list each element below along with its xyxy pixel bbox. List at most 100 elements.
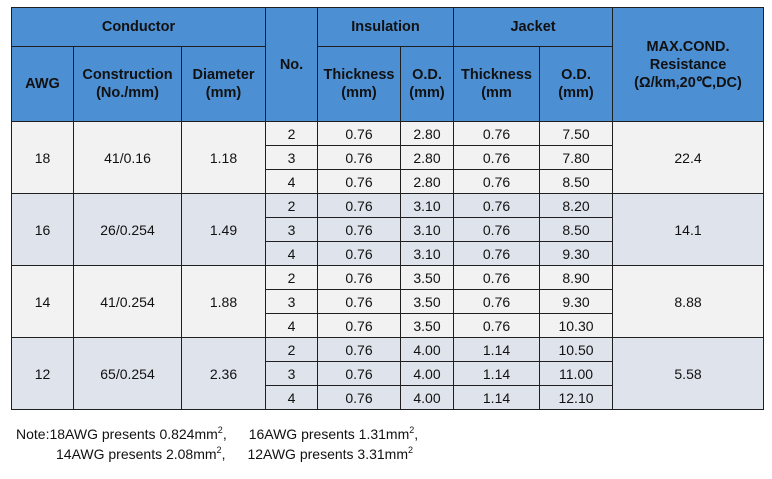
jk-od-unit: (mm) <box>558 85 594 101</box>
resistance-unit-label: (Ω/km,20℃,DC) <box>634 74 742 91</box>
ins-thickness-cell: 0.76 <box>317 145 401 170</box>
jk-thickness-cell: 0.76 <box>453 289 541 314</box>
diameter-cell: 2.36 <box>181 337 266 410</box>
note-14awg: 14AWG presents 2.08mm <box>56 446 217 462</box>
insulation-header: Insulation <box>316 7 455 47</box>
diameter-cell: 1.88 <box>181 265 266 338</box>
jk-thickness-cell: 1.14 <box>453 337 541 362</box>
no-cell: 4 <box>265 385 318 410</box>
note-line-2: 14AWG presents 2.08mm2, 12AWG presents 3.… <box>16 444 418 464</box>
table-row: 3 0.76 2.80 0.76 7.80 <box>12 145 764 170</box>
jk-od-cell: 10.50 <box>539 337 614 362</box>
jk-thickness-cell: 0.76 <box>453 145 541 170</box>
jk-od-cell: 11.00 <box>539 361 614 386</box>
jk-thickness-cell: 0.76 <box>453 217 541 242</box>
note-12awg: 12AWG presents 3.31mm <box>247 446 408 462</box>
construction-unit: (No./mm) <box>96 85 159 101</box>
ins-thickness-cell: 0.76 <box>317 361 401 386</box>
ins-od-cell: 4.00 <box>399 361 455 386</box>
jk-od-cell: 8.20 <box>539 193 614 218</box>
note-block: Note:18AWG presents 0.824mm2, 16AWG prese… <box>16 424 418 464</box>
no-cell: 3 <box>265 289 318 314</box>
no-cell: 2 <box>265 193 318 218</box>
superscript: 2 <box>408 445 414 455</box>
awg-cell: 16 <box>11 193 74 266</box>
ins-od-cell: 3.10 <box>399 193 455 218</box>
ins-thickness-unit: (mm) <box>341 85 377 101</box>
diameter-header: Diameter (mm) <box>181 46 266 122</box>
superscript: 2 <box>217 425 223 435</box>
insulation-od-header: O.D. (mm) <box>399 46 455 122</box>
ins-thickness-cell: 0.76 <box>317 193 401 218</box>
table-row: 4 0.76 2.80 0.76 8.50 <box>12 169 764 194</box>
table-row: 4 0.76 3.10 0.76 9.30 <box>12 241 764 266</box>
table-row: 14 41/0.254 1.88 2 0.76 3.50 0.76 8.90 8… <box>11 265 765 338</box>
max-cond-resistance-header: MAX.COND. Resistance (Ω/km,20℃,DC) <box>612 7 765 122</box>
jk-thickness-label: Thickness <box>461 67 532 83</box>
awg-cell: 18 <box>11 121 74 194</box>
ins-od-cell: 3.10 <box>399 217 455 242</box>
superscript: 2 <box>409 425 415 435</box>
no-cell: 2 <box>265 337 318 362</box>
ins-od-unit: (mm) <box>409 85 445 101</box>
conductor-header: Conductor <box>11 7 266 47</box>
separator: , <box>414 426 419 442</box>
jacket-header: Jacket <box>453 7 614 47</box>
diameter-unit: (mm) <box>205 85 242 101</box>
jk-thickness-cell: 0.76 <box>453 313 541 338</box>
ins-thickness-cell: 0.76 <box>317 289 401 314</box>
no-header: No. <box>265 7 318 122</box>
superscript: 2 <box>216 445 222 455</box>
no-cell: 3 <box>265 361 318 386</box>
ins-od-cell: 3.50 <box>399 289 455 314</box>
resistance-cell: 22.4 <box>612 121 765 194</box>
resistance-cell: 5.58 <box>612 337 765 410</box>
max-cond-label: MAX.COND. <box>646 38 730 55</box>
resistance-cell: 8.88 <box>612 265 765 338</box>
construction-cell: 65/0.254 <box>73 337 182 410</box>
jk-thickness-cell: 0.76 <box>453 193 541 218</box>
note-prefix: Note: <box>16 426 50 442</box>
construction-header: Construction (No./mm) <box>73 46 182 122</box>
awg-cell: 12 <box>11 337 74 410</box>
awg-cell: 14 <box>11 265 74 338</box>
ins-od-cell: 2.80 <box>399 121 455 146</box>
jk-od-cell: 12.10 <box>539 385 614 410</box>
no-cell: 2 <box>265 121 318 146</box>
diameter-cell: 1.18 <box>181 121 266 194</box>
separator: , <box>221 446 226 462</box>
no-cell: 4 <box>265 169 318 194</box>
ins-od-cell: 4.00 <box>399 385 455 410</box>
table-row: 12 65/0.254 2.36 2 0.76 4.00 1.14 10.50 … <box>11 337 765 410</box>
jk-od-cell: 7.50 <box>539 121 614 146</box>
jk-od-cell: 8.50 <box>539 169 614 194</box>
cable-spec-table: Conductor No. Insulation Jacket MAX.COND… <box>11 7 765 410</box>
ins-od-cell: 4.00 <box>399 337 455 362</box>
no-cell: 3 <box>265 145 318 170</box>
jk-thickness-cell: 0.76 <box>453 121 541 146</box>
ins-od-cell: 2.80 <box>399 145 455 170</box>
table-row: 4 0.76 4.00 1.14 12.10 <box>12 385 764 410</box>
note-16awg: 16AWG presents 1.31mm <box>248 426 410 442</box>
construction-cell: 41/0.254 <box>73 265 182 338</box>
ins-thickness-cell: 0.76 <box>317 217 401 242</box>
separator: , <box>222 426 227 442</box>
resistance-label: Resistance <box>649 56 727 73</box>
ins-thickness-cell: 0.76 <box>317 241 401 266</box>
note-18awg: 18AWG presents 0.824mm <box>49 426 218 442</box>
no-cell: 2 <box>265 265 318 290</box>
ins-thickness-cell: 0.76 <box>317 169 401 194</box>
ins-od-cell: 2.80 <box>399 169 455 194</box>
ins-od-cell: 3.10 <box>399 241 455 266</box>
jk-thickness-cell: 0.76 <box>453 169 541 194</box>
no-cell: 4 <box>265 241 318 266</box>
jacket-od-header: O.D. (mm) <box>539 46 614 122</box>
note-line-1: Note:18AWG presents 0.824mm2, 16AWG prese… <box>16 424 418 444</box>
insulation-thickness-header: Thickness (mm) <box>317 46 401 122</box>
table-row: 3 0.76 3.10 0.76 8.50 <box>12 217 764 242</box>
jk-od-cell: 10.30 <box>539 313 614 338</box>
jk-thickness-cell: 1.14 <box>453 361 541 386</box>
ins-thickness-cell: 0.76 <box>317 337 401 362</box>
ins-thickness-label: Thickness <box>323 67 395 83</box>
jk-thickness-unit: (mm <box>481 85 512 101</box>
